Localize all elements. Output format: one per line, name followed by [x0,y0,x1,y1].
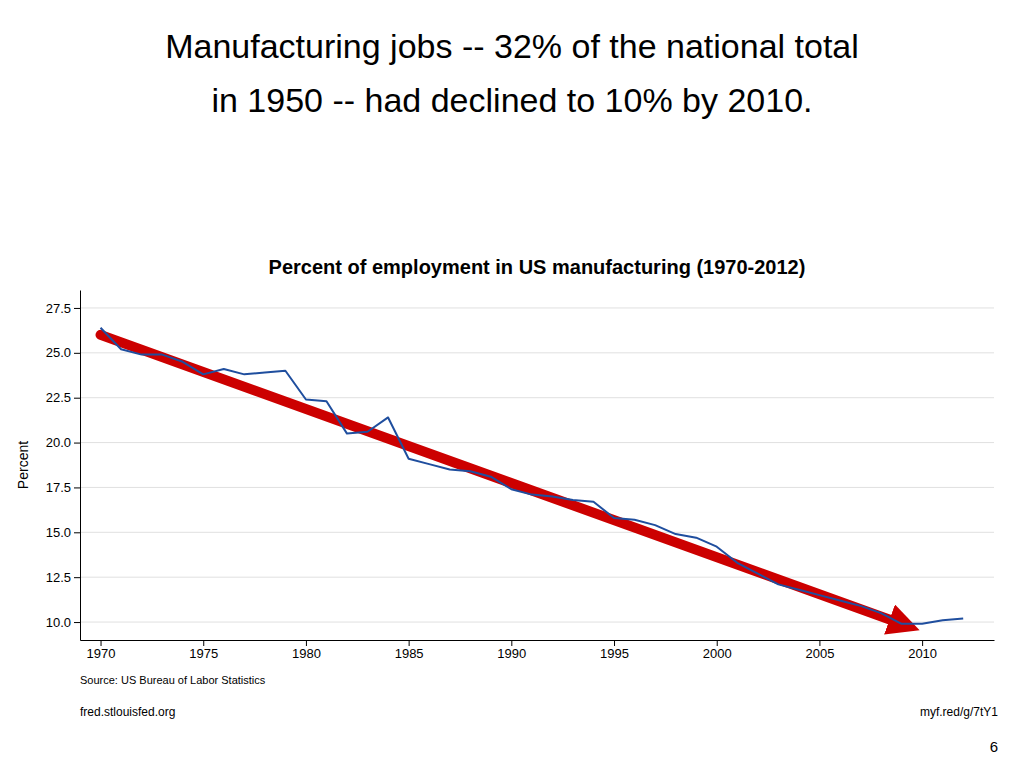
x-tick: 2010 [908,640,937,661]
x-tick: 1970 [87,640,116,661]
y-tick-mark [74,532,80,533]
x-axis: 1970 1975 1980 1985 1990 1995 2000 2005 2010 [81,640,995,661]
slide: Manufacturing jobs -- 32% of the nationa… [0,0,1024,768]
y-axis-line [80,291,81,641]
chart-title: Percent of employment in US manufacturin… [269,256,806,278]
y-tick-label: 27.5 [46,301,71,316]
x-tick: 2000 [703,640,732,661]
y-tick: 17.5 [46,480,80,495]
y-tick-label: 20.0 [46,435,71,450]
y-tick-mark [74,577,80,578]
grid-line [80,307,994,308]
y-tick-label: 17.5 [46,480,71,495]
x-tick-label: 2000 [703,646,732,661]
source-note: Source: US Bureau of Labor Statistics [80,674,266,686]
x-tick-mark [101,640,102,646]
trend-line [101,335,902,624]
x-tick-mark [717,640,718,646]
y-tick-label: 25.0 [46,345,71,360]
y-tick-label: 15.0 [46,525,71,540]
y-tick-label: 12.5 [46,570,71,585]
grid [80,308,994,622]
grid-line [80,532,994,533]
y-tick: 25.0 [46,345,80,360]
page-number: 6 [990,738,998,755]
x-tick-label: 1980 [292,646,321,661]
x-tick-label: 2005 [805,646,834,661]
x-tick-label: 2010 [908,646,937,661]
y-tick-mark [74,622,80,623]
x-tick: 1980 [292,640,321,661]
x-tick-label: 1970 [87,646,116,661]
x-tick-mark [306,640,307,646]
y-tick-label: 10.0 [46,615,71,630]
grid-line [80,577,994,578]
slide-title-line: in 1950 -- had declined to 10% by 2010. [211,81,812,119]
y-tick-mark [74,398,80,399]
y-tick: 15.0 [46,525,80,540]
y-tick-mark [74,308,80,309]
x-tick-label: 1995 [600,646,629,661]
y-tick: 12.5 [46,570,80,585]
x-tick-mark [409,640,410,646]
x-tick-label: 1975 [189,646,218,661]
x-tick-mark [819,640,820,646]
grid-line [80,397,994,398]
x-tick: 1985 [395,640,424,661]
y-axis-title: Percent [15,441,31,489]
x-tick-label: 1985 [395,646,424,661]
background [0,0,1024,768]
grid-line [80,622,994,623]
slide-title-line: Manufacturing jobs -- 32% of the nationa… [165,27,859,65]
y-tick: 20.0 [46,435,80,450]
x-tick-mark [922,640,923,646]
x-tick: 1990 [497,640,526,661]
slide-title: Manufacturing jobs -- 32% of the nationa… [165,27,859,119]
y-tick-mark [74,487,80,488]
data-line [101,328,964,624]
y-tick: 10.0 [46,615,80,630]
series-group [101,328,964,624]
y-axis: 10.0 12.5 15.0 17.5 20.0 22.5 25.0 27.5 [46,291,81,641]
x-axis-line [81,640,995,641]
x-tick: 1995 [600,640,629,661]
y-tick-mark [74,443,80,444]
y-tick: 22.5 [46,390,80,405]
footer-right: myf.red/g/7tY1 [920,705,998,719]
x-tick-mark [511,640,512,646]
footer-left: fred.stlouisfed.org [80,705,175,719]
x-tick-mark [614,640,615,646]
x-tick-label: 1990 [497,646,526,661]
grid-line [80,442,994,443]
x-tick: 1975 [189,640,218,661]
y-tick-label: 22.5 [46,390,71,405]
y-tick-mark [74,353,80,354]
x-tick: 2005 [805,640,834,661]
y-tick: 27.5 [46,301,80,316]
grid-line [80,352,994,353]
plot: 1970 1975 1980 1985 1990 1995 2000 2005 2010 10.0… [46,291,995,662]
x-tick-mark [203,640,204,646]
